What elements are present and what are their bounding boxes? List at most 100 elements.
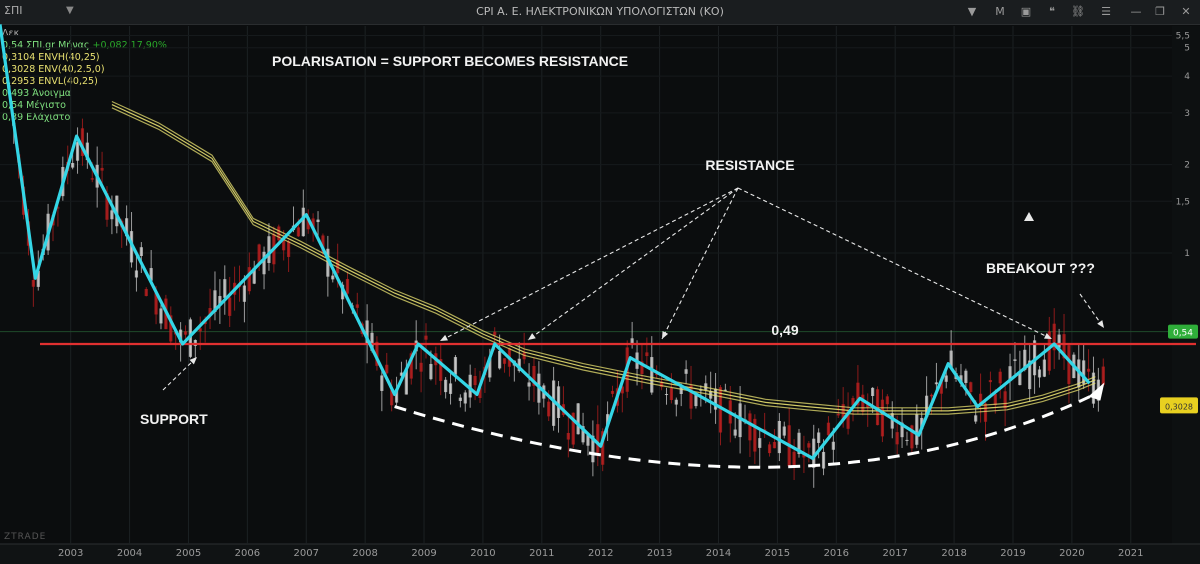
candle-body bbox=[753, 418, 757, 452]
legend-item: 0,3028 ENV(40,2.5,0) bbox=[2, 64, 167, 76]
envelope-mid bbox=[111, 104, 1096, 412]
candle-body bbox=[772, 441, 777, 449]
candle-body bbox=[929, 394, 934, 397]
candle-body bbox=[871, 387, 875, 396]
candle-body bbox=[1037, 369, 1042, 378]
x-tick-label: 2007 bbox=[294, 548, 319, 559]
candle-body bbox=[301, 207, 305, 237]
candle-body bbox=[85, 142, 89, 161]
candle-body bbox=[1023, 349, 1027, 370]
candle-body bbox=[949, 350, 953, 368]
candle-body bbox=[385, 364, 389, 374]
candle-body bbox=[846, 410, 850, 429]
candle-body bbox=[983, 403, 988, 422]
legend-item-text: 0,3104 ENVH(40,25) bbox=[2, 52, 100, 63]
candle-body bbox=[566, 432, 570, 440]
candle-body bbox=[468, 374, 472, 398]
candle-body bbox=[80, 128, 85, 156]
y-tick-label: 2 bbox=[1184, 161, 1190, 171]
candle-body bbox=[669, 388, 673, 401]
x-tick-label: 2017 bbox=[882, 548, 907, 559]
candle-body bbox=[713, 388, 718, 410]
candle-body bbox=[242, 285, 247, 302]
candle-body bbox=[36, 270, 40, 287]
candle-body bbox=[267, 236, 271, 263]
candle-body bbox=[247, 267, 251, 292]
x-tick-label: 2015 bbox=[765, 548, 790, 559]
candle-body bbox=[694, 394, 698, 407]
x-tick-label: 2021 bbox=[1118, 548, 1143, 559]
candle-body bbox=[718, 387, 723, 433]
settings-icon[interactable]: ☰ bbox=[1101, 5, 1111, 18]
candle-body bbox=[517, 358, 521, 371]
candle-body bbox=[630, 338, 634, 345]
candle-body bbox=[282, 239, 286, 251]
candle-body bbox=[836, 413, 840, 416]
legend-period: Δεκ bbox=[2, 28, 20, 39]
symbol-label[interactable]: ΣΠΙ bbox=[4, 4, 23, 17]
candle-body bbox=[758, 438, 762, 448]
candle-body bbox=[767, 444, 772, 454]
candle-body bbox=[488, 358, 492, 378]
chevron-down-icon[interactable]: ▼ bbox=[66, 5, 74, 16]
candle-body bbox=[1032, 340, 1037, 376]
candle-body bbox=[831, 441, 835, 450]
resistance-label: RESISTANCE bbox=[705, 157, 794, 173]
y-tick-label: 1,5 bbox=[1176, 197, 1190, 207]
candle-body bbox=[100, 167, 104, 171]
candle-body bbox=[1062, 334, 1066, 359]
candle-body bbox=[861, 394, 865, 412]
candle-body bbox=[478, 387, 482, 398]
candle-body bbox=[1018, 371, 1022, 386]
candle-body bbox=[409, 353, 413, 379]
candle-body bbox=[851, 398, 855, 406]
candle-body bbox=[939, 379, 943, 394]
candle-body bbox=[498, 350, 502, 369]
candle-body bbox=[444, 379, 448, 393]
candle-body bbox=[419, 362, 423, 372]
y-tick-label: 3 bbox=[1184, 109, 1190, 119]
close-icon[interactable]: ✕ bbox=[1181, 5, 1191, 18]
chevron-down-icon[interactable]: ▼ bbox=[967, 5, 977, 18]
y-tick-label: 5,5 bbox=[1176, 32, 1190, 42]
candle-body bbox=[1082, 360, 1086, 384]
candle-body bbox=[56, 207, 60, 209]
candle-body bbox=[208, 308, 212, 316]
candle-body bbox=[473, 375, 477, 386]
candle-body bbox=[321, 235, 325, 253]
candle-body bbox=[453, 357, 458, 375]
candle-body bbox=[596, 424, 600, 453]
candle-body bbox=[311, 218, 315, 230]
marker-triangle bbox=[1024, 212, 1034, 221]
link-icon[interactable]: ⛓ bbox=[1071, 5, 1085, 18]
candle-body bbox=[331, 275, 335, 280]
x-tick-label: 2003 bbox=[58, 548, 83, 559]
candle-body bbox=[664, 394, 669, 396]
candle-body bbox=[458, 397, 462, 401]
quote-icon[interactable]: ❝ bbox=[1049, 5, 1055, 18]
candle-body bbox=[404, 369, 408, 395]
candle-body bbox=[591, 435, 595, 463]
minimize-icon[interactable]: — bbox=[1130, 5, 1142, 18]
candle-body bbox=[890, 413, 894, 429]
x-tick-label: 2004 bbox=[117, 548, 142, 559]
maximize-window-icon[interactable]: ▣ bbox=[1020, 5, 1032, 18]
candle-body bbox=[738, 403, 742, 438]
candle-body bbox=[684, 369, 688, 374]
candle-body bbox=[581, 426, 585, 443]
candle-body bbox=[880, 399, 885, 437]
candle-body bbox=[723, 389, 727, 391]
candle-body bbox=[286, 241, 291, 257]
candle-body bbox=[252, 267, 256, 284]
restore-icon[interactable]: ❐ bbox=[1155, 5, 1165, 18]
candle-body bbox=[969, 382, 973, 393]
level-label: 0,49 bbox=[771, 322, 798, 338]
x-axis-panel bbox=[0, 544, 1200, 564]
candle-body bbox=[1028, 360, 1032, 390]
candle-body bbox=[547, 401, 551, 417]
candle-body bbox=[998, 371, 1002, 384]
menu-m-button[interactable]: M bbox=[995, 5, 1005, 18]
candle-body bbox=[900, 422, 904, 438]
candle-body bbox=[748, 413, 752, 441]
